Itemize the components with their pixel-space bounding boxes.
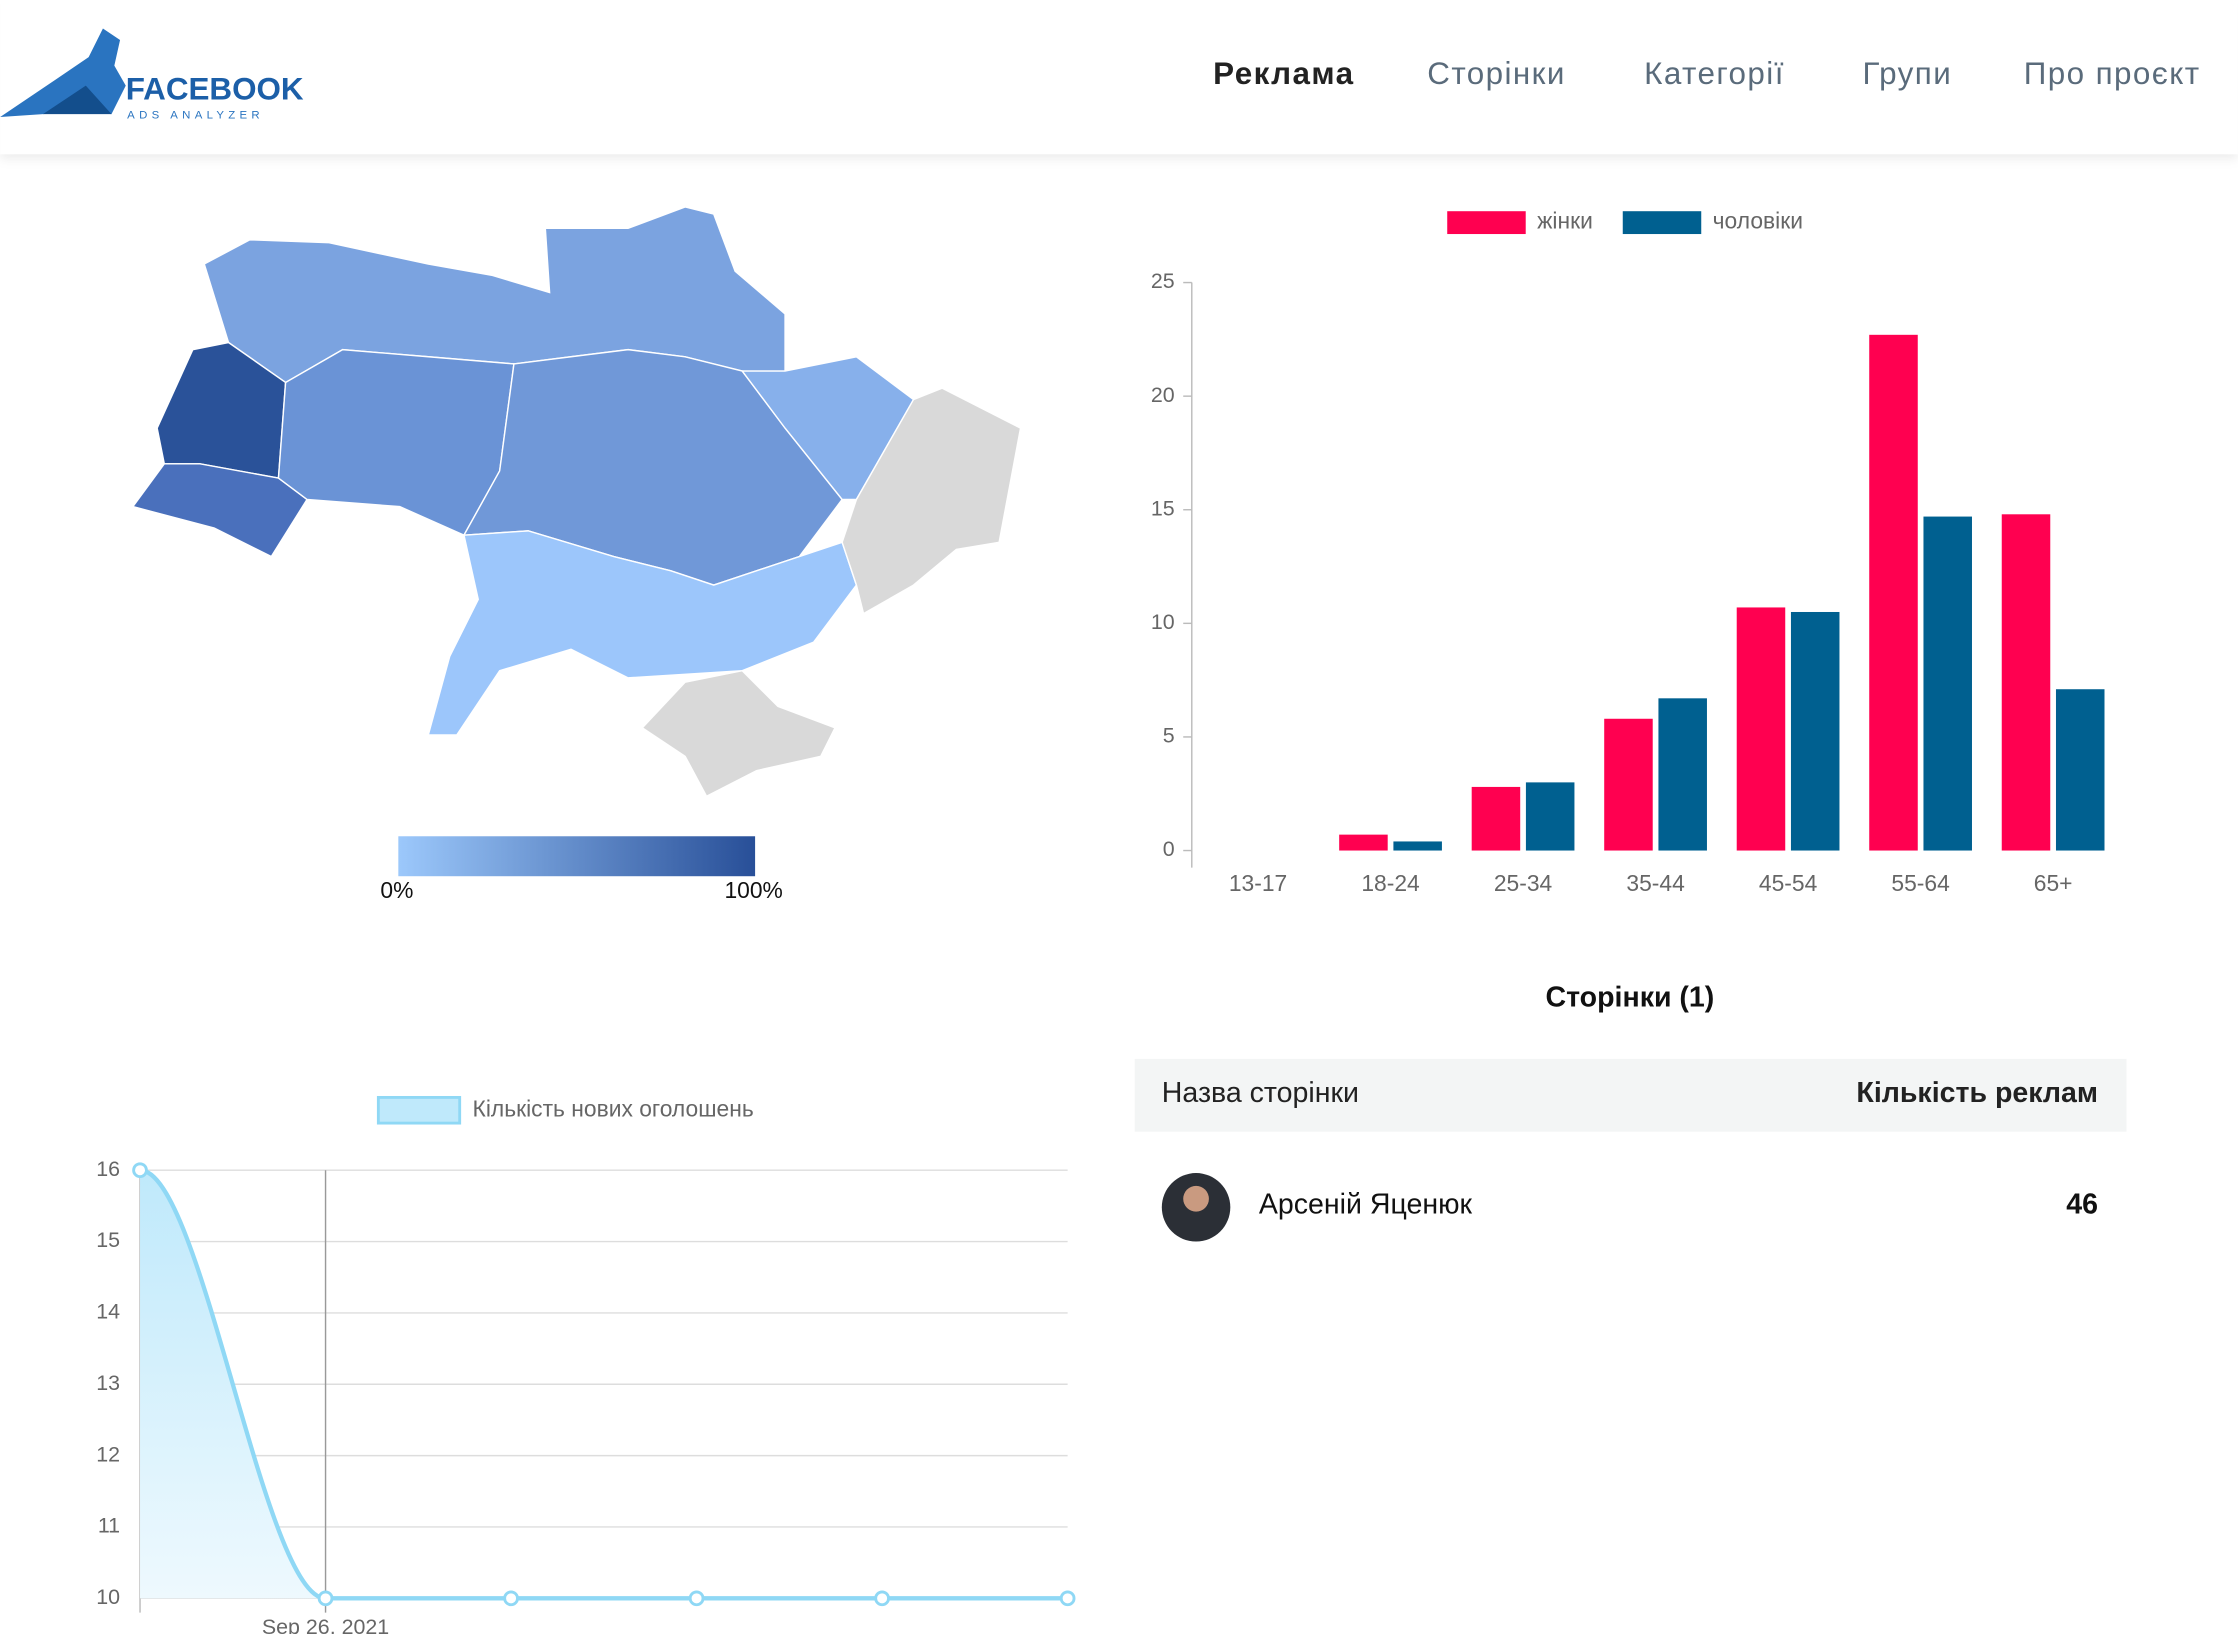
nav-item[interactable]: Сторінки <box>1427 56 1566 91</box>
map <box>131 206 1022 798</box>
point[interactable] <box>317 1590 334 1607</box>
legend-label[interactable]: Кількість нових оголошень <box>473 1095 754 1121</box>
map-region <box>427 530 858 736</box>
table-row[interactable]: Арсеній Яценюк 46 <box>1161 1173 2098 1242</box>
legend-swatch[interactable] <box>1622 211 1702 235</box>
x-tick-label: 18-24 <box>1361 870 1420 896</box>
nav-item[interactable]: Реклама <box>1213 56 1354 91</box>
bar[interactable] <box>1790 611 1840 851</box>
bar[interactable] <box>1736 607 1786 851</box>
x-tick-label: 25-34 <box>1494 870 1553 896</box>
map-legend-max: 100% <box>724 877 782 903</box>
map-legend-min: 0% <box>380 877 413 903</box>
ads-chart: 10 11 12 13 14 15 16 Sep 26, 2021 Кількість нови… <box>96 1095 1076 1634</box>
y-tick-label: 15 <box>1151 496 1175 520</box>
y-tick-label: 11 <box>98 1514 120 1538</box>
x-tick-label: Sep 26, 2021 <box>262 1615 389 1634</box>
bar[interactable] <box>1525 782 1575 851</box>
legend-swatch[interactable] <box>1447 211 1526 235</box>
logo-wing <box>42 85 112 115</box>
legend-label[interactable]: жінки <box>1537 208 1593 234</box>
y-tick-label: 16 <box>96 1157 120 1181</box>
nav-item[interactable]: Про проєкт <box>2024 56 2201 91</box>
point[interactable] <box>874 1590 890 1607</box>
map-region <box>641 669 837 798</box>
legend-swatch[interactable] <box>376 1095 462 1125</box>
bar[interactable] <box>1339 834 1388 851</box>
bar[interactable] <box>1869 334 1918 851</box>
y-tick-label: 20 <box>1151 383 1175 407</box>
map-region <box>841 387 1022 615</box>
x-tick-label: 65+ <box>2034 870 2073 896</box>
age-chart: 0 5 10 15 20 25 13-17 18-24 25-34 35-44 45-54 55-64… <box>1151 208 2105 896</box>
point[interactable] <box>1059 1590 1076 1607</box>
table-header-cell: Назва сторінки <box>1162 1077 1359 1109</box>
bar[interactable] <box>1658 698 1707 851</box>
logo-title: FACEBOOK <box>126 72 304 107</box>
table-header <box>1134 1058 2127 1132</box>
y-tick-label: 0 <box>1163 837 1175 861</box>
y-tick-label: 14 <box>96 1300 120 1324</box>
y-tick-label: 13 <box>96 1371 120 1395</box>
y-tick-label: 25 <box>1151 269 1175 293</box>
map-region <box>203 206 786 384</box>
ads-count: 46 <box>2066 1188 2098 1220</box>
bar[interactable] <box>1604 718 1653 851</box>
legend-label[interactable]: чоловіки <box>1713 208 1803 234</box>
y-tick-label: 10 <box>1151 610 1175 634</box>
point[interactable] <box>688 1590 705 1607</box>
bar[interactable] <box>2001 514 2051 851</box>
page-name[interactable]: Арсеній Яценюк <box>1259 1188 1473 1220</box>
map-region <box>277 348 515 537</box>
y-tick-label: 10 <box>96 1585 120 1609</box>
logo-bird <box>0 28 126 118</box>
map-legend-gradient <box>398 836 756 877</box>
point[interactable] <box>503 1590 519 1607</box>
x-tick-label: 13-17 <box>1229 870 1287 896</box>
bar[interactable] <box>1923 516 1972 851</box>
point[interactable] <box>132 1162 148 1179</box>
table-title: Сторінки (1) <box>1545 981 1714 1013</box>
y-tick-label: 15 <box>96 1228 120 1252</box>
nav-item[interactable]: Групи <box>1863 56 1953 91</box>
nav-item[interactable]: Категорії <box>1644 56 1785 91</box>
bar[interactable] <box>2055 689 2105 851</box>
nav: Реклама Сторінки Категорії Групи Про проєкт <box>1213 56 2201 91</box>
bar[interactable] <box>1471 786 1521 851</box>
y-tick-label: 12 <box>96 1442 120 1466</box>
logo[interactable]: FACEBOOK ADS ANALYZER <box>0 28 304 122</box>
y-tick-label: 5 <box>1163 724 1175 748</box>
x-tick-label: 35-44 <box>1626 870 1685 896</box>
avatar-face <box>1183 1185 1209 1212</box>
logo-subtitle: ADS ANALYZER <box>127 110 264 122</box>
header <box>0 0 2238 155</box>
table-header-cell: Кількість реклам <box>1856 1077 2098 1109</box>
x-tick-label: 55-64 <box>1891 870 1950 896</box>
area <box>140 1170 1068 1599</box>
x-tick-label: 45-54 <box>1759 870 1818 896</box>
bar[interactable] <box>1393 841 1442 851</box>
